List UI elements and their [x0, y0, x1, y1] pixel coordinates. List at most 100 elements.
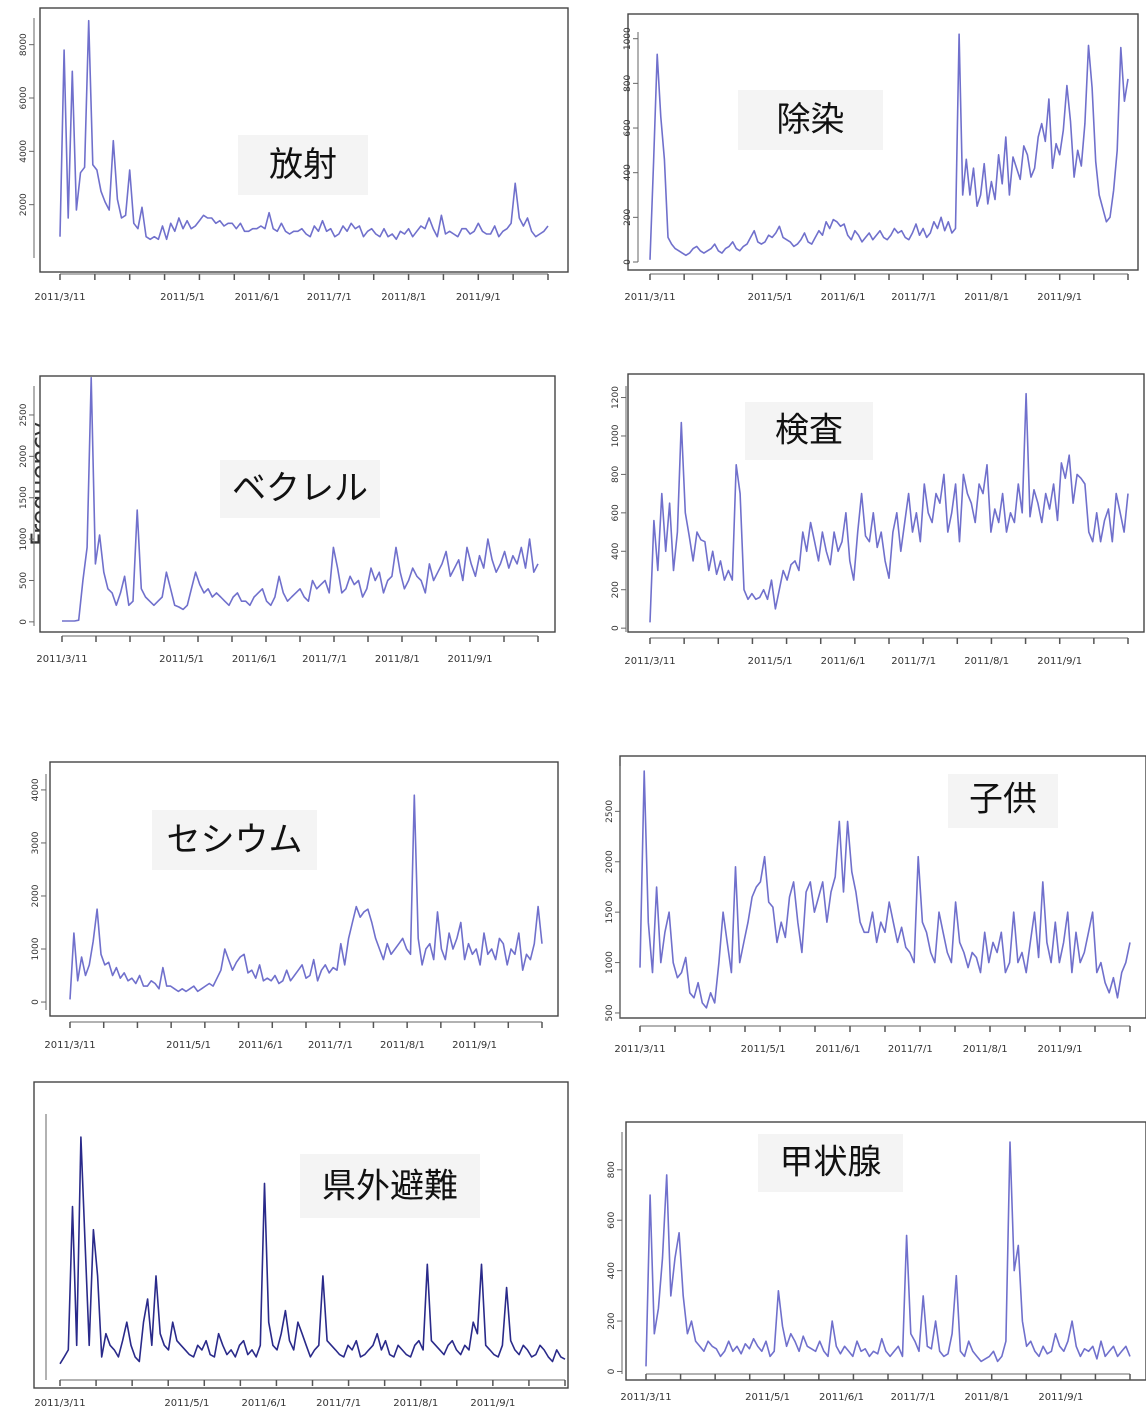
x-tick-label: 2011/9/1	[1038, 1392, 1083, 1403]
y-tick-label: 0	[623, 259, 633, 265]
y-tick-label: 8000	[19, 33, 29, 56]
chart-panel: ベクレル 0 500 1000 1500 2000 2500 2011/3/11 2011/5/…	[19, 375, 556, 665]
plot-frame	[33, 1081, 569, 1389]
title-background	[758, 1134, 903, 1192]
x-tick-label: 2011/9/1	[1038, 1044, 1083, 1055]
y-tick-label: 1000	[623, 27, 633, 50]
series-line	[649, 33, 1129, 260]
x-tick-label: 2011/3/11	[44, 1040, 95, 1051]
x-tick-label: 2011/7/1	[891, 1392, 936, 1403]
y-tick-label: 1500	[19, 486, 29, 509]
y-tick-label: 4000	[31, 778, 41, 801]
y-tick-label: 500	[605, 1004, 615, 1021]
x-tick-label: 2011/6/1	[815, 1044, 860, 1055]
chart-panel: 甲状腺 0 200 400 600 800 2011/3/11 2011/5/1 2011/6/…	[607, 1121, 1146, 1403]
chart-panel: 検査 0 200 400 600 800 1000 1200 2011/3/11 2011/5/1…	[611, 373, 1145, 667]
y-tick-label: 800	[611, 466, 621, 483]
y-tick-label: 0	[607, 1368, 617, 1374]
x-tick-label: 2011/9/1	[448, 654, 493, 665]
x-tick-label: 2011/3/11	[34, 1398, 85, 1409]
y-tick-label: 1000	[19, 527, 29, 550]
x-tick-label: 2011/7/1	[891, 292, 936, 303]
y-tick-label: 2000	[31, 884, 41, 907]
series-line	[62, 376, 539, 622]
x-tick-label: 2011/6/1	[235, 292, 280, 303]
chart-title: 除染	[777, 100, 845, 140]
x-tick-label: 2011/6/1	[242, 1398, 287, 1409]
chart-panel: 子供 500 1000 1500 2000 2500 2011/3/11 2011/5/1 20…	[605, 755, 1146, 1055]
title-background	[948, 774, 1058, 828]
x-tick-label: 2011/9/1	[452, 1040, 497, 1051]
x-tick-label: 2011/8/1	[964, 292, 1009, 303]
x-tick-label: 2011/3/11	[614, 1044, 665, 1055]
x-tick-label: 2011/6/1	[821, 292, 866, 303]
x-tick-label: 2011/8/1	[393, 1398, 438, 1409]
title-background	[220, 460, 380, 518]
x-tick-label: 2011/8/1	[381, 292, 426, 303]
y-tick-label: 2000	[19, 193, 29, 216]
x-tick-label: 2011/8/1	[964, 1392, 1009, 1403]
chart-title: 検査	[775, 410, 843, 450]
x-tick-label: 2011/6/1	[819, 1392, 864, 1403]
x-tick-label: 2011/3/11	[36, 654, 87, 665]
chart-title: セシウム	[167, 820, 303, 860]
series-line	[59, 1136, 566, 1365]
chart-title: 子供	[969, 780, 1037, 820]
y-tick-label: 800	[607, 1161, 617, 1178]
plot-frame	[627, 373, 1145, 633]
series-line	[639, 770, 1131, 1009]
y-tick-label: 2000	[605, 850, 615, 873]
series-line	[645, 1141, 1131, 1367]
x-tick-label: 2011/8/1	[964, 656, 1009, 667]
title-background	[738, 90, 883, 150]
series-line	[649, 392, 1129, 623]
title-background	[238, 135, 368, 195]
chart-title: 放射	[269, 145, 337, 185]
x-tick-label: 2011/6/1	[238, 1040, 283, 1051]
y-tick-label: 500	[19, 572, 29, 589]
y-tick-label: 0	[19, 619, 29, 625]
x-tick-label: 2011/7/1	[308, 1040, 353, 1051]
x-tick-label: 2011/5/1	[741, 1044, 786, 1055]
series-line	[59, 19, 549, 241]
y-tick-label: 2000	[19, 445, 29, 468]
x-tick-label: 2011/9/1	[1037, 656, 1082, 667]
x-tick-label: 2011/6/1	[232, 654, 277, 665]
y-tick-label: 1500	[605, 900, 615, 923]
x-tick-label: 2011/3/11	[620, 1392, 671, 1403]
series-line	[69, 794, 543, 1000]
y-tick-label: 200	[611, 581, 621, 598]
y-tick-label: 1200	[611, 386, 621, 409]
x-tick-label: 2011/5/1	[745, 1392, 790, 1403]
y-tick-label: 1000	[611, 424, 621, 447]
y-tick-label: 600	[607, 1211, 617, 1228]
title-background	[745, 402, 873, 460]
x-tick-label: 2011/5/1	[164, 1398, 209, 1409]
x-tick-label: 2011/3/11	[624, 656, 675, 667]
x-tick-label: 2011/7/1	[891, 656, 936, 667]
chart-panel: 県外避難 2011/3/11 2011/5/1 2011/6/1 2011/7/1 201…	[33, 1081, 569, 1409]
x-tick-label: 2011/9/1	[456, 292, 501, 303]
x-tick-label: 2011/3/11	[34, 292, 85, 303]
x-tick-label: 2011/8/1	[963, 1044, 1008, 1055]
y-tick-label: 0	[31, 999, 41, 1005]
x-tick-label: 2011/8/1	[380, 1040, 425, 1051]
y-tick-label: 4000	[19, 140, 29, 163]
chart-title: 県外避難	[322, 1167, 458, 1207]
y-tick-label: 0	[611, 625, 621, 631]
y-tick-label: 400	[607, 1262, 617, 1279]
chart-title: ベクレル	[232, 468, 368, 508]
chart-title: 甲状腺	[780, 1142, 882, 1182]
x-tick-label: 2011/7/1	[888, 1044, 933, 1055]
chart-panel: 除染 0 200 400 600 800 1000 2011/3/11 2011/5/1 2011…	[623, 13, 1139, 303]
y-tick-label: 200	[607, 1312, 617, 1329]
x-tick-label: 2011/7/1	[307, 292, 352, 303]
y-tick-label: 1000	[31, 937, 41, 960]
chart-panel: セシウム 0 1000 2000 3000 4000 2011/3/11 2011/5/1 20…	[31, 761, 559, 1051]
chart-panel: 放射 2000 4000 6000 8000 2011/3/11 2011/5/1 2011/…	[19, 7, 569, 303]
y-tick-label: 200	[623, 208, 633, 225]
x-tick-label: 2011/5/1	[748, 292, 793, 303]
y-tick-label: 800	[623, 75, 633, 92]
x-tick-label: 2011/5/1	[748, 656, 793, 667]
x-tick-label: 2011/9/1	[1037, 292, 1082, 303]
